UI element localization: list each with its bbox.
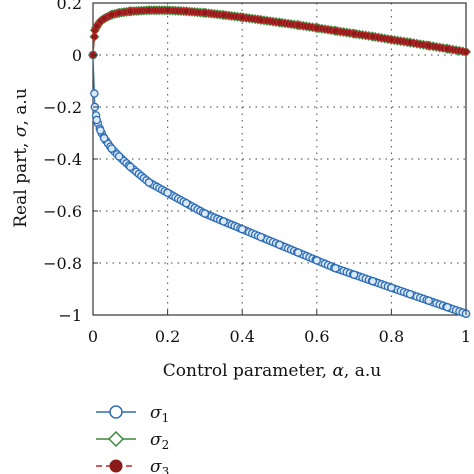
data-point-σ1 xyxy=(387,283,396,292)
data-point-σ3 xyxy=(238,13,246,21)
data-point-σ1 xyxy=(405,289,415,299)
data-point-σ1 xyxy=(275,240,284,250)
data-point-σ1 xyxy=(293,248,303,257)
data-point-σ1 xyxy=(99,133,109,143)
data-point-σ3 xyxy=(462,48,470,56)
x-axis-label: Control parameter, α, a.u xyxy=(163,361,381,381)
data-point-σ1 xyxy=(144,178,154,187)
legend-label: σ1 xyxy=(150,403,169,425)
legend-marker-diamond-icon xyxy=(107,430,125,448)
y-tick-label: −0.4 xyxy=(43,150,82,169)
series-line-σ3 xyxy=(92,9,467,56)
data-point-σ1 xyxy=(237,224,247,234)
data-point-σ1 xyxy=(126,162,135,172)
data-point-σ3 xyxy=(369,33,377,40)
y-tick-label: 0 xyxy=(72,46,82,65)
data-point-σ3 xyxy=(406,39,414,46)
legend: σ1 σ2 σ3 xyxy=(96,403,169,474)
x-tick-label: 0.8 xyxy=(379,327,404,346)
data-point-σ1 xyxy=(443,302,452,312)
data-point-σ3 xyxy=(313,24,321,32)
data-point-σ3 xyxy=(182,7,190,15)
series-σ2 xyxy=(88,5,471,60)
data-point-σ3 xyxy=(93,22,101,30)
data-point-σ1 xyxy=(256,232,266,242)
x-tick-label: 0.4 xyxy=(229,327,254,346)
data-point-σ1 xyxy=(163,188,172,198)
data-point-σ1 xyxy=(368,276,377,286)
data-point-σ3 xyxy=(115,9,123,17)
legend-marker-circle-icon xyxy=(109,405,123,419)
data-point-σ1 xyxy=(96,126,105,135)
data-point-σ3 xyxy=(294,21,302,29)
legend-label: σ3 xyxy=(150,457,169,474)
data-point-σ1 xyxy=(92,115,101,125)
series-layer xyxy=(88,5,471,318)
data-point-σ3 xyxy=(201,9,209,17)
data-point-σ3 xyxy=(332,27,339,35)
data-point-σ3 xyxy=(100,15,108,23)
data-point-σ1 xyxy=(200,209,210,218)
x-tick-label: 1 xyxy=(461,327,471,346)
data-point-σ3 xyxy=(145,6,153,14)
data-point-σ3 xyxy=(257,16,265,24)
data-point-σ1 xyxy=(349,270,359,279)
x-tick-label: 0.6 xyxy=(304,327,329,346)
data-point-σ1 xyxy=(114,152,124,161)
data-point-σ3 xyxy=(108,11,116,19)
y-tick-label: −0.2 xyxy=(43,98,82,117)
point-σ3 xyxy=(90,33,98,41)
data-point-σ1 xyxy=(424,296,433,305)
series-σ1 xyxy=(88,50,471,318)
point-σ1 xyxy=(90,89,99,98)
legend-item-σ2: σ2 xyxy=(96,430,169,452)
series-line-σ2 xyxy=(92,9,467,56)
series-σ3 xyxy=(89,6,470,59)
legend-marker-dot-icon xyxy=(109,459,123,473)
data-point-σ1 xyxy=(107,144,116,153)
y-tick-label: −1 xyxy=(58,306,82,325)
y-tick-label: 0.2 xyxy=(57,0,82,13)
data-point-σ3 xyxy=(425,42,433,50)
data-point-σ3 xyxy=(443,45,451,53)
plot-frame xyxy=(92,2,467,316)
tick-layer: 0 0.2 0.4 0.6 0.8 1 0.2 0 −0.2 −0.4 −0.6 −0.8 −1 xyxy=(43,0,471,346)
data-point-σ3 xyxy=(276,19,283,26)
legend-item-σ3: σ3 xyxy=(96,457,169,474)
y-axis-label: Real part, σ, a.u xyxy=(11,88,31,228)
y-tick-label: −0.6 xyxy=(43,202,82,221)
data-point-σ3 xyxy=(220,11,227,19)
data-point-σ3 xyxy=(387,36,395,44)
legend-item-σ1: σ1 xyxy=(96,403,169,425)
y-tick-label: −0.8 xyxy=(43,254,82,273)
x-tick-label: 0 xyxy=(88,327,98,346)
data-point-σ1 xyxy=(331,263,340,273)
data-point-σ1 xyxy=(312,256,322,265)
grid-layer xyxy=(93,3,466,315)
data-point-σ3 xyxy=(126,7,134,15)
data-point-σ1 xyxy=(181,198,191,208)
data-point-σ3 xyxy=(164,6,172,14)
legend-label: σ2 xyxy=(150,430,169,452)
x-tick-label: 0.2 xyxy=(155,327,180,346)
data-point-σ1 xyxy=(219,217,228,226)
data-point-σ3 xyxy=(350,30,358,38)
